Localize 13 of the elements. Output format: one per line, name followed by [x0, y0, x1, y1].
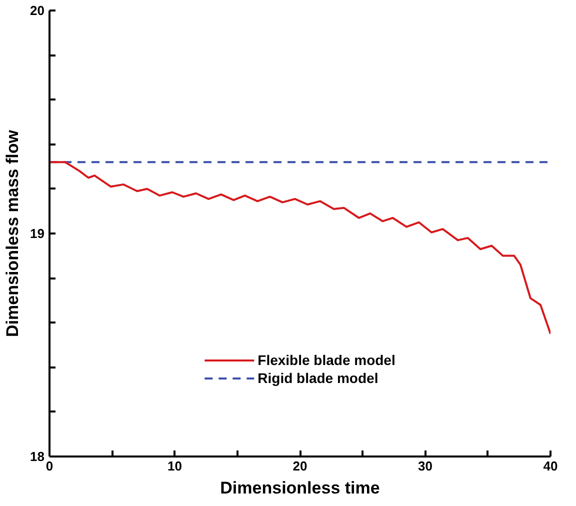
x-tick-label: 10 [168, 458, 182, 474]
y-tick-label: 18 [30, 449, 45, 464]
legend-label: Flexible blade model [258, 352, 396, 368]
legend-label: Rigid blade model [258, 370, 378, 386]
x-axis-title: Dimensionless time [220, 478, 380, 498]
y-axis-title: Dimensionless mass flow [3, 129, 22, 337]
line-series [50, 161, 550, 335]
x-tick-label: 0 [46, 458, 54, 474]
y-tick-label: 19 [30, 226, 45, 241]
x-tick-label: 20 [292, 458, 308, 474]
x-tick-label: 30 [418, 458, 432, 474]
x-tick-label: 40 [543, 458, 558, 474]
y-tick-label: 20 [30, 3, 45, 18]
